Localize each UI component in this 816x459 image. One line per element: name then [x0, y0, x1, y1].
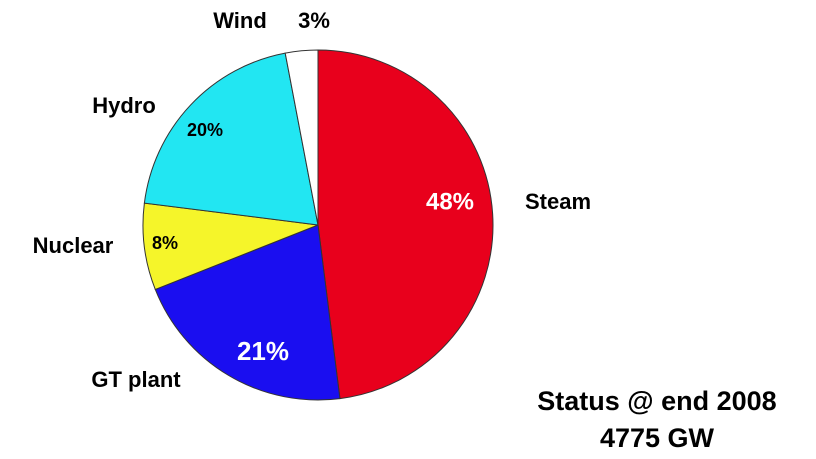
slice-label: Hydro — [92, 93, 156, 118]
value-label: 3% — [298, 8, 330, 33]
slice-label: Wind — [213, 8, 267, 33]
value-label: 20% — [187, 120, 223, 140]
pie-slice — [284, 49, 319, 226]
slice-label: Nuclear — [33, 233, 114, 258]
pie-slice — [154, 224, 341, 401]
value-label: 8% — [152, 233, 178, 253]
slice-label: Steam — [525, 189, 591, 214]
pie-slice — [143, 52, 319, 226]
slice-label: GT plant — [91, 367, 181, 392]
value-label: 21% — [237, 336, 289, 366]
annotation: Status @ end 2008 — [537, 386, 776, 416]
annotation: 4775 GW — [600, 423, 715, 453]
pie-slice — [317, 49, 494, 400]
value-label: 48% — [426, 188, 474, 215]
